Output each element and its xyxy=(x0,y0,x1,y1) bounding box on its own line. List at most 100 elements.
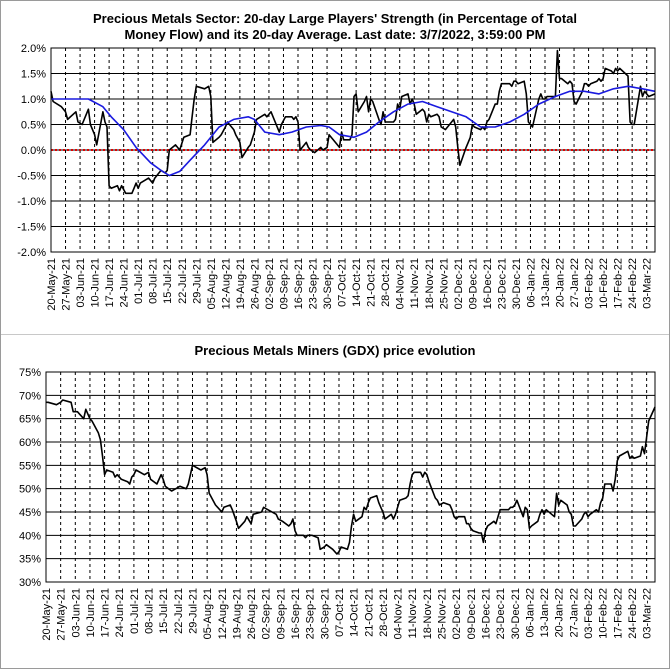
chart-2-xtick-label: 04-Nov-21 xyxy=(393,588,405,639)
chart-2-xtick-label: 24-Jun-21 xyxy=(114,588,126,638)
chart-2-ytick-label: 45% xyxy=(19,507,41,519)
chart-1-xtick-label: 30-Dec-21 xyxy=(511,258,523,309)
chart-1-ytick-label: -2.0% xyxy=(17,247,46,259)
chart-1-xtick-label: 02-Dec-21 xyxy=(453,258,465,309)
chart-2-ytick-label: 30% xyxy=(19,577,41,589)
chart-2-plot-frame xyxy=(45,371,656,583)
chart-1-xtick-label: 14-Oct-21 xyxy=(351,258,363,307)
chart-1-xtick-label: 03-Feb-22 xyxy=(584,258,596,309)
chart-2-xtick-label: 02-Dec-21 xyxy=(451,588,463,639)
chart-2-xtick-label: 06-Jan-22 xyxy=(524,588,536,638)
chart-2-xtick-label: 30-Dec-21 xyxy=(510,588,522,639)
chart-2-xtick-label: 05-Aug-21 xyxy=(202,588,214,639)
chart-2-xtick-label: 27-May-21 xyxy=(56,588,68,641)
chart-1-xtick-label: 22-Jul-21 xyxy=(177,258,189,304)
chart-1-xtick-label: 12-Aug-21 xyxy=(220,258,232,309)
chart-2-xtick-label: 24-Feb-22 xyxy=(627,588,639,639)
chart-1-xtick-label: 17-Jun-21 xyxy=(104,258,116,308)
chart-2-ytick-label: 70% xyxy=(19,390,41,402)
chart-1-xtick-label: 03-Jun-21 xyxy=(75,258,87,308)
chart-1-ytick-label: 1.0% xyxy=(21,94,46,106)
chart-1-xtick-label: 27-Jan-22 xyxy=(569,258,581,308)
chart-1-xtick-label: 06-Jan-22 xyxy=(525,258,537,308)
chart-2-xtick-label: 11-Nov-21 xyxy=(407,588,419,639)
chart-1-xtick-label: 16-Sep-21 xyxy=(293,258,305,309)
chart-1-xtick-label: 24-Feb-22 xyxy=(627,258,639,309)
chart-2-xtick-label: 19-Aug-21 xyxy=(231,588,243,639)
chart-1-ytick-label: 0.5% xyxy=(21,120,46,132)
chart-2-xtick-label: 21-Oct-21 xyxy=(363,588,375,637)
chart-2-xtick-label: 29-Jul-21 xyxy=(187,588,199,634)
chart-2-plot: 75%70%65%60%55%50%45%40%35%30%20-May-21 2… xyxy=(19,367,656,641)
chart-2-xtick-label: 14-Oct-21 xyxy=(349,588,361,637)
chart-2-xtick-label: 20-Jan-22 xyxy=(554,588,566,638)
chart-2-xtick-label: 13-Jan-22 xyxy=(539,588,551,638)
chart-2-xtick-label: 20-May-21 xyxy=(41,588,53,641)
chart-2-xtick-label: 26-Aug-21 xyxy=(246,588,258,639)
chart-2-xtick-label: 23-Dec-21 xyxy=(495,588,507,639)
chart-2-xtick-label: 03-Mar-22 xyxy=(642,588,654,639)
chart-2-xtick-label: 03-Feb-22 xyxy=(583,588,595,639)
chart-1-xtick-label: 03-Mar-22 xyxy=(642,258,654,309)
chart-1-xtick-label: 01-Jul-21 xyxy=(133,258,145,304)
chart-1-ytick-label: -0.5% xyxy=(17,171,46,183)
chart-1-xtick-label: 10-Feb-22 xyxy=(598,258,610,309)
chart-2-title: Precious Metals Miners (GDX) price evolu… xyxy=(194,343,476,358)
chart-1-ytick-label: -1.5% xyxy=(17,222,46,234)
chart-1-xtick-label: 13-Jan-22 xyxy=(540,258,552,308)
chart-2-ytick-label: 75% xyxy=(19,367,41,379)
chart-2-xtick-label: 22-Jul-21 xyxy=(173,588,185,634)
chart-2-ytick-label: 50% xyxy=(19,484,41,496)
chart-2-xtick-label: 02-Sep-21 xyxy=(261,588,273,639)
chart-1-xtick-label: 18-Nov-21 xyxy=(424,258,436,309)
chart-1-xtick-label: 26-Aug-21 xyxy=(249,258,261,309)
chart-1-xtick-label: 20-Jan-22 xyxy=(555,258,567,308)
chart-1-ytick-label: -1.0% xyxy=(17,196,46,208)
chart-2-xtick-label: 16-Dec-21 xyxy=(480,588,492,639)
chart-2-xtick-label: 09-Sep-21 xyxy=(275,588,287,639)
chart-2-xtick-label: 18-Nov-21 xyxy=(422,588,434,639)
chart-1-xtick-label: 15-Jul-21 xyxy=(162,258,174,304)
chart-2-xtick-label: 17-Feb-22 xyxy=(612,588,624,639)
chart-2-xtick-label: 08-Jul-21 xyxy=(144,588,156,634)
chart-2-xtick-label: 07-Oct-21 xyxy=(334,588,346,637)
chart-2-xtick-label: 16-Sep-21 xyxy=(290,588,302,639)
chart-1-xtick-label: 10-Jun-21 xyxy=(90,258,102,308)
chart-1-xtick-label: 20-May-21 xyxy=(46,258,58,311)
chart-1-xtick-label: 04-Nov-21 xyxy=(395,258,407,309)
chart-2-ytick-label: 40% xyxy=(19,530,41,542)
chart-2-xtick-label: 28-Oct-21 xyxy=(378,588,390,637)
chart-1-xtick-label: 08-Jul-21 xyxy=(148,258,160,304)
chart-2-xtick-label: 17-Jun-21 xyxy=(100,588,112,638)
chart-2-xtick-label: 30-Sep-21 xyxy=(319,588,331,639)
chart-2-ytick-label: 65% xyxy=(19,414,41,426)
chart-1-xtick-label: 24-Jun-21 xyxy=(119,258,131,308)
chart-1-title-line-2: Money Flow) and its 20-day Average. Last… xyxy=(124,27,546,42)
chart-1-series-2-line xyxy=(51,85,656,177)
chart-1-xtick-label: 09-Dec-21 xyxy=(467,258,479,309)
chart-1-title: Precious Metals Sector: 20-day Large Pla… xyxy=(1,11,669,43)
chart-1-xtick-label: 16-Dec-21 xyxy=(482,258,494,309)
chart-1-xtick-label: 02-Sep-21 xyxy=(264,258,276,309)
chart-1-xtick-label: 17-Feb-22 xyxy=(613,258,625,309)
chart-2-series-1-line xyxy=(46,399,656,555)
panel-separator xyxy=(1,334,669,335)
chart-2-xtick-label: 03-Jun-21 xyxy=(70,588,82,638)
chart-1-ytick-label: 1.5% xyxy=(21,69,46,81)
chart-1-ytick-label: 0.0% xyxy=(21,145,46,157)
chart-2-xtick-label: 10-Feb-22 xyxy=(598,588,610,639)
chart-1-xtick-label: 29-Jul-21 xyxy=(191,258,203,304)
chart-1-plot: 2.0% 1.5% 1.0% 0.5% 0.0% -0.5% -1.0% -1.5% -2.0%… xyxy=(17,43,656,311)
chart-2-xtick-label: 10-Jun-21 xyxy=(85,588,97,638)
chart-1-plot-frame xyxy=(50,47,656,253)
chart-1-xtick-label: 25-Nov-21 xyxy=(438,258,450,309)
chart-1-xtick-label: 07-Oct-21 xyxy=(337,258,349,307)
chart-2-xtick-label: 12-Aug-21 xyxy=(217,588,229,639)
chart-1-title-line-1: Precious Metals Sector: 20-day Large Pla… xyxy=(93,11,577,26)
chart-2-ytick-label: 35% xyxy=(19,554,41,566)
chart-2-xtick-label: 25-Nov-21 xyxy=(437,588,449,639)
chart-2-xtick-label: 09-Dec-21 xyxy=(466,588,478,639)
chart-1-xtick-label: 30-Sep-21 xyxy=(322,258,334,309)
chart-1-xtick-label: 23-Dec-21 xyxy=(496,258,508,309)
